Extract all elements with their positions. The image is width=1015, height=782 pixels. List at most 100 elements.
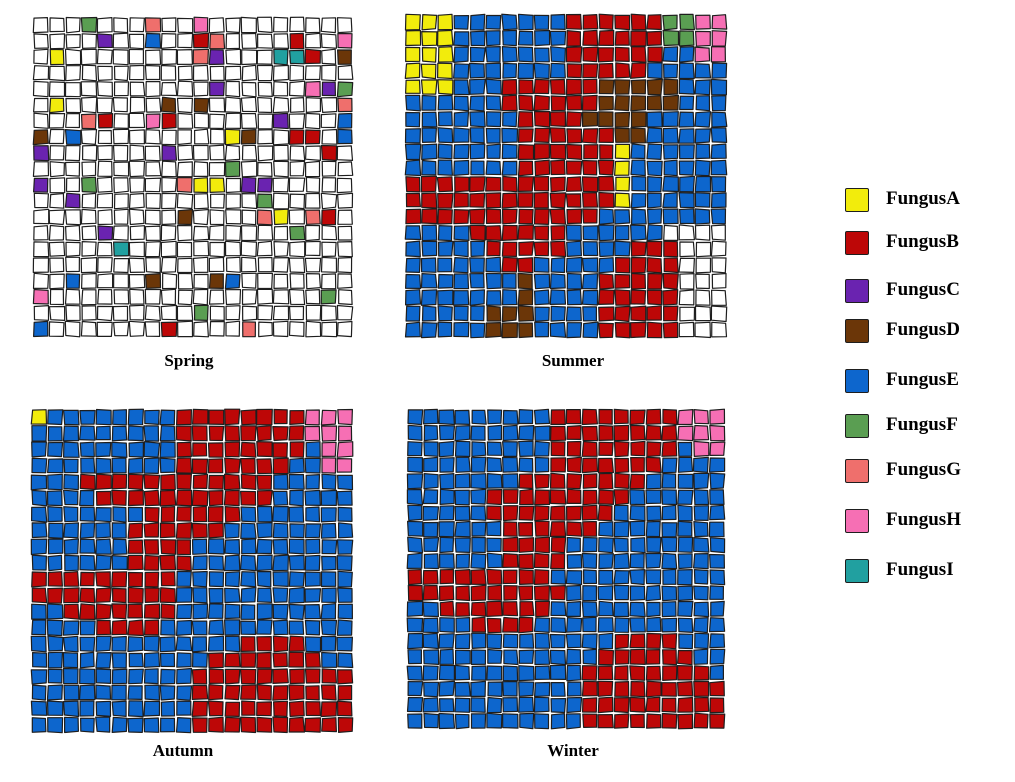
grid-cell [485,95,502,111]
grid-cell [420,63,437,80]
grid-cell [614,665,629,681]
grid-cell [694,192,711,208]
legend-item-fungus-h: FungusH [843,507,993,537]
grid-cell [79,717,95,733]
grid-cell [224,587,241,604]
grid-cell [226,256,241,273]
grid-cell [288,635,305,652]
grid-cell [304,457,321,474]
grid-cell [613,504,629,522]
grid-cell [662,14,678,31]
grid-cell [549,143,567,160]
grid-cell [209,33,226,50]
grid-cell [336,619,353,636]
grid-cell [647,62,663,80]
grid-cell [453,79,470,96]
grid-cell [192,225,210,241]
grid-cell [273,273,289,289]
grid-cell [487,584,503,601]
grid-cell [192,256,209,273]
grid-cell [631,175,647,192]
grid-cell [582,208,598,224]
grid-cell [191,620,208,636]
grid-cell [224,128,241,146]
grid-cell [534,321,550,338]
grid-cell [471,665,487,681]
grid-cell [598,489,614,506]
grid-cell [208,587,224,604]
grid-cell [582,585,598,602]
grid-cell [49,48,65,66]
grid-cell [646,713,662,729]
grid-cell [192,48,209,65]
grid-cell [191,458,209,475]
grid-cell [96,97,114,114]
grid-cell [486,600,503,617]
grid-cell [62,489,79,506]
grid-cell [79,636,96,652]
grid-cell [128,48,145,65]
grid-cell [629,473,646,490]
legend-label: FungusF [886,414,958,435]
grid-cell [550,240,567,258]
grid-cell [128,64,145,81]
grid-cell [321,224,338,241]
legend-label: FungusH [886,509,961,530]
grid-cell [549,649,567,666]
grid-cell [423,441,439,457]
grid-cell [566,208,582,225]
grid-cell [273,408,288,425]
grid-cell [177,65,193,81]
grid-cell [192,570,208,588]
grid-cell [304,129,321,145]
grid-cell [208,522,224,539]
grid-cell [336,539,354,555]
grid-cell [304,192,321,209]
grid-cell [598,111,614,128]
grid-cell [677,681,694,697]
grid-cell [32,161,50,177]
grid-cell [224,619,241,636]
grid-cell [501,94,518,112]
grid-cell [501,160,518,176]
grid-cell [454,425,471,442]
grid-cell [501,306,518,323]
grid-cell [191,425,208,442]
grid-cell [192,603,209,620]
grid-cell [550,601,567,617]
grid-cell [111,473,128,490]
grid-cell [518,537,535,553]
grid-cell [31,441,47,458]
grid-cell [336,81,354,98]
grid-cell [112,409,128,426]
grid-cell [709,537,726,554]
grid-cell [598,241,615,258]
grid-cell [176,667,193,685]
grid-cell [646,14,662,31]
grid-cell [566,240,582,257]
grid-cell [470,553,487,570]
grid-cell [517,289,534,306]
grid-cell [209,113,225,130]
grid-cell [176,685,193,701]
grid-cell [111,587,127,604]
legend-swatch [845,279,869,303]
grid-cell [487,648,503,664]
grid-cell [517,13,534,31]
grid-cell [62,635,79,653]
grid-cell [31,587,48,604]
grid-cell [485,192,502,209]
grid-cell [177,208,194,226]
grid-cell [663,63,679,79]
grid-cell [566,521,583,537]
grid-cell [46,619,64,637]
grid-cell [455,456,471,473]
grid-cell [111,684,127,701]
grid-cell [678,78,695,95]
grid-cell [423,649,440,665]
grid-cell [454,569,472,585]
grid-cell [565,306,582,322]
grid-cell [518,585,534,601]
grid-cell [225,177,242,194]
grid-cell [143,652,161,668]
